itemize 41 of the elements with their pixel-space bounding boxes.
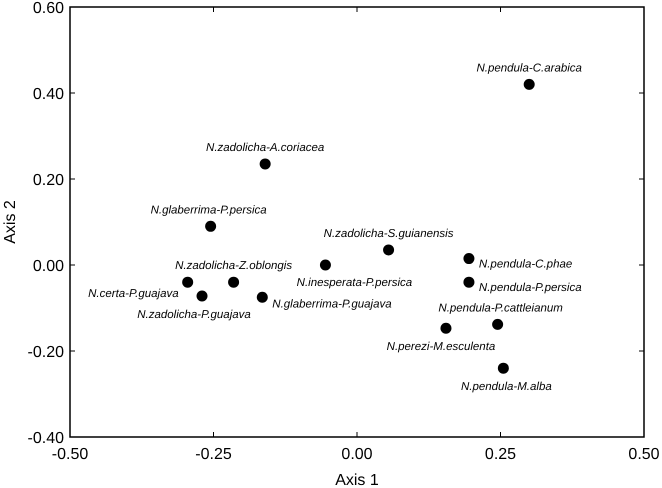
point [463, 253, 474, 264]
x-tick-label: -0.50 [52, 446, 88, 463]
point [228, 276, 240, 288]
annotation: N.pendula-P.persica [478, 282, 582, 294]
annotation: N.pendula-M.alba [460, 381, 552, 394]
point [524, 78, 535, 90]
annotation: N.pendula-C.phae [478, 258, 572, 271]
annotation: N.perezi-M.esculenta [386, 341, 496, 354]
y-tick-label: -0.20 [28, 344, 64, 361]
x-tick-label: 0.50 [628, 446, 660, 463]
x-tick-label: 0.00 [341, 446, 373, 463]
point [205, 220, 216, 232]
annotation: N.zadolicha-P.guajava [137, 308, 251, 321]
point [498, 362, 509, 374]
point [463, 276, 474, 288]
point [320, 260, 331, 270]
point [260, 158, 271, 170]
y-tick-label: 0.40 [32, 86, 64, 103]
y-tick-label: 0.60 [32, 0, 64, 17]
point [182, 276, 194, 288]
annotation: N.certa-P.guajava [88, 288, 179, 300]
annotation: N.pendula-C.arabica [476, 62, 582, 74]
annotation: N.inesperata-P.persica [296, 277, 412, 289]
annotation: N.pendula-P.cattleianum [438, 302, 564, 314]
point [256, 292, 268, 303]
y-tick-label: -0.40 [28, 430, 64, 447]
point [383, 244, 394, 256]
y-tick-label: 0.00 [32, 258, 64, 275]
y-tick-label: 0.20 [32, 172, 64, 189]
x-tick-label: -0.25 [195, 446, 232, 463]
annotation: N.glaberrima-P.persica [150, 204, 267, 216]
annotation: N.zadolicha-S.guianensis [324, 228, 454, 240]
x-axis-title: Axis 1 [335, 472, 379, 488]
point [440, 322, 452, 334]
annotation: N.zadolicha-A.coriacea [206, 142, 324, 154]
x-tick-label: 0.25 [484, 446, 516, 463]
annotation: N.glaberrima-P.guajava [272, 298, 392, 310]
annotation: N.zadolicha-Z.oblongis [175, 260, 292, 272]
point [492, 318, 504, 330]
point [196, 290, 208, 302]
y-axis-title: Axis 2 [2, 200, 19, 244]
